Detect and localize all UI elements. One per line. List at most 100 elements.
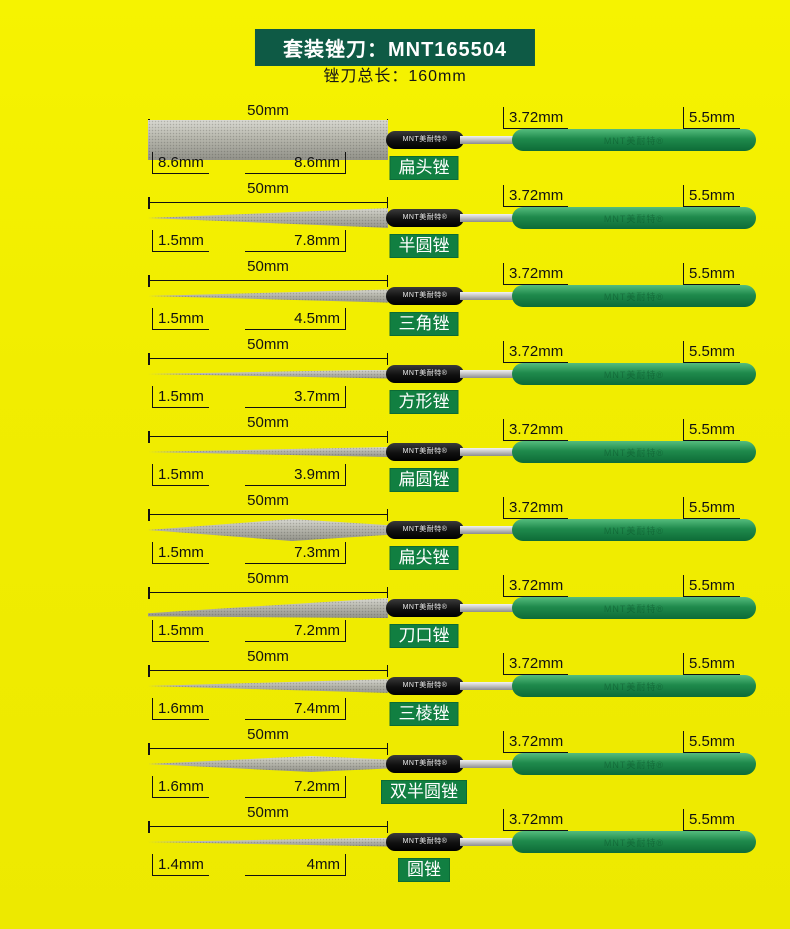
dimension-total-length: 50mm — [148, 414, 388, 443]
dimension-line — [148, 821, 388, 833]
dimension-total-value: 50mm — [247, 726, 289, 743]
dimension-line — [148, 587, 388, 599]
dimension-handle-width: 5.5mm — [683, 185, 740, 207]
file-shaft — [460, 526, 514, 534]
file-name-label: 三角锉 — [389, 312, 459, 336]
file-row: 50mm 3.72mm 5.5mm MNT美耐特® MNT美耐特® 1.6mm … — [0, 726, 790, 804]
dimension-tip-width: 1.5mm — [152, 386, 209, 408]
file-collar: MNT美耐特® — [386, 131, 464, 149]
handle-brand-watermark: MNT美耐特® — [603, 291, 665, 302]
dimension-total-value: 50mm — [247, 102, 289, 119]
file-row: 50mm 3.72mm 5.5mm MNT美耐特® MNT美耐特® 1.5mm … — [0, 336, 790, 414]
file-shaft — [460, 838, 514, 846]
file-collar: MNT美耐特® — [386, 755, 464, 773]
file-blade — [148, 208, 388, 228]
dimension-line — [148, 509, 388, 521]
dimension-total-value: 50mm — [247, 492, 289, 509]
file-blade — [148, 447, 388, 457]
dimension-total-length: 50mm — [148, 570, 388, 599]
dimension-handle-width: 5.5mm — [683, 263, 740, 285]
file-collar: MNT美耐特® — [386, 209, 464, 227]
dimension-tip-width: 1.6mm — [152, 776, 209, 798]
dimension-tip-width: 1.4mm — [152, 854, 209, 876]
dimension-line — [148, 431, 388, 443]
dimension-total-value: 50mm — [247, 336, 289, 353]
dimension-end-width: 4.5mm — [245, 308, 346, 330]
dimension-end-width: 3.7mm — [245, 386, 346, 408]
dimension-shaft-width: 3.72mm — [503, 107, 569, 129]
dimension-shaft-width: 3.72mm — [503, 497, 569, 519]
dimension-tip-width: 1.5mm — [152, 620, 209, 642]
file-name-label: 方形锉 — [389, 390, 459, 414]
dimension-handle-width: 5.5mm — [683, 107, 740, 129]
dimension-total-length: 50mm — [148, 492, 388, 521]
file-blade-zone — [148, 662, 388, 710]
product-title: 套装锉刀：MNT165504 — [282, 39, 508, 61]
file-row: 50mm 3.72mm 5.5mm MNT美耐特® MNT美耐特® 1.5mm … — [0, 492, 790, 570]
handle-brand-watermark: MNT美耐特® — [603, 759, 665, 770]
dimension-handle-width: 5.5mm — [683, 653, 740, 675]
brand-mark: MNT美耐特® — [402, 760, 448, 767]
file-blade-zone — [148, 116, 388, 164]
file-name-label: 扁尖锉 — [389, 546, 459, 570]
file-row: 50mm 3.72mm 5.5mm MNT美耐特® MNT美耐特® 1.5mm … — [0, 180, 790, 258]
file-blade-zone — [148, 740, 388, 788]
dimension-total-length: 50mm — [148, 258, 388, 287]
file-blade — [148, 756, 388, 772]
dimension-total-length: 50mm — [148, 648, 388, 677]
dimension-total-value: 50mm — [247, 570, 289, 587]
file-collar: MNT美耐特® — [386, 599, 464, 617]
file-shaft — [460, 604, 514, 612]
handle-brand-watermark: MNT美耐特® — [603, 135, 665, 146]
dimension-end-width: 8.6mm — [245, 152, 346, 174]
file-rows: 50mm 3.72mm 5.5mm MNT美耐特® MNT美耐特® 8.6mm … — [0, 102, 790, 882]
dimension-handle-width: 5.5mm — [683, 497, 740, 519]
brand-mark: MNT美耐特® — [402, 292, 448, 299]
dimension-total-value: 50mm — [247, 258, 289, 275]
dimension-end-width: 7.8mm — [245, 230, 346, 252]
file-blade-zone — [148, 194, 388, 242]
dimension-end-width: 4mm — [245, 854, 346, 876]
dimension-line — [148, 353, 388, 365]
file-collar: MNT美耐特® — [386, 521, 464, 539]
dimension-total-length: 50mm — [148, 180, 388, 209]
file-handle: MNT美耐特® — [512, 129, 756, 151]
file-row: 50mm 3.72mm 5.5mm MNT美耐特® MNT美耐特® 8.6mm … — [0, 102, 790, 180]
file-collar: MNT美耐特® — [386, 443, 464, 461]
dimension-total-value: 50mm — [247, 648, 289, 665]
file-blade — [148, 369, 388, 379]
dimension-end-width: 7.4mm — [245, 698, 346, 720]
file-handle: MNT美耐特® — [512, 519, 756, 541]
dimension-total-value: 50mm — [247, 804, 289, 821]
file-shaft — [460, 136, 514, 144]
file-name-label: 双半圆锉 — [381, 780, 467, 804]
handle-brand-watermark: MNT美耐特® — [603, 837, 665, 848]
file-shaft — [460, 682, 514, 690]
file-blade-zone — [148, 428, 388, 476]
dimension-shaft-width: 3.72mm — [503, 263, 569, 285]
file-blade — [148, 837, 388, 847]
dimension-shaft-width: 3.72mm — [503, 809, 569, 831]
dimension-end-width: 7.3mm — [245, 542, 346, 564]
file-name-label: 刀口锉 — [389, 624, 459, 648]
handle-brand-watermark: MNT美耐特® — [603, 447, 665, 458]
brand-mark: MNT美耐特® — [402, 448, 448, 455]
handle-brand-watermark: MNT美耐特® — [603, 369, 665, 380]
dimension-end-width: 7.2mm — [245, 620, 346, 642]
dimension-line — [148, 743, 388, 755]
brand-mark: MNT美耐特® — [402, 136, 448, 143]
dimension-shaft-width: 3.72mm — [503, 653, 569, 675]
file-blade — [148, 598, 388, 618]
brand-mark: MNT美耐特® — [402, 838, 448, 845]
dimension-tip-width: 1.5mm — [152, 308, 209, 330]
handle-brand-watermark: MNT美耐特® — [603, 213, 665, 224]
file-shaft — [460, 292, 514, 300]
file-handle: MNT美耐特® — [512, 207, 756, 229]
file-name-label: 三棱锉 — [389, 702, 459, 726]
file-blade-zone — [148, 350, 388, 398]
dimension-handle-width: 5.5mm — [683, 731, 740, 753]
dimension-tip-width: 1.5mm — [152, 464, 209, 486]
handle-brand-watermark: MNT美耐特® — [603, 525, 665, 536]
file-handle: MNT美耐特® — [512, 441, 756, 463]
